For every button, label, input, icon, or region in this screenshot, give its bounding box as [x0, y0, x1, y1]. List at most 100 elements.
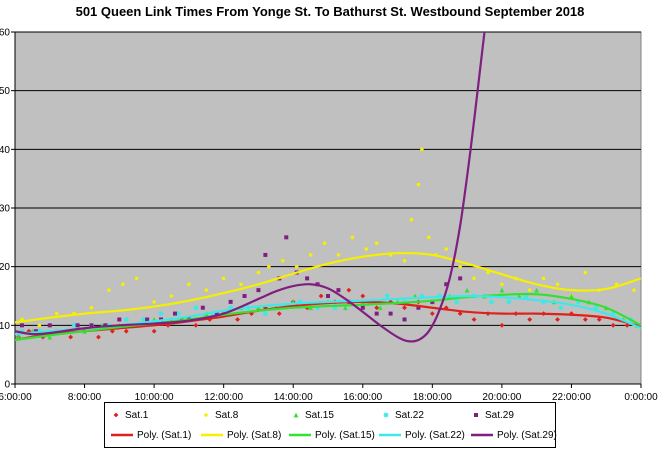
data-point — [402, 305, 407, 311]
data-point — [527, 317, 533, 322]
data-point — [458, 264, 462, 269]
data-point — [489, 299, 494, 305]
data-point — [420, 147, 424, 152]
x-tick-label: 10:00:00 — [135, 392, 174, 402]
data-point — [346, 287, 352, 293]
x-tick-label: 14:00:00 — [274, 392, 313, 402]
data-point — [145, 317, 150, 322]
legend-marker — [293, 412, 299, 418]
data-point — [107, 288, 111, 292]
data-point — [416, 305, 421, 310]
legend-label: Sat.15 — [305, 409, 334, 421]
data-point — [193, 305, 199, 311]
data-point — [228, 299, 233, 304]
data-point — [326, 294, 330, 298]
data-point — [318, 293, 324, 299]
legend-label: Sat.29 — [485, 409, 514, 421]
x-tick-label: 18:00:00 — [413, 392, 452, 402]
y-tick-label: 40 — [0, 145, 10, 156]
data-point — [534, 287, 540, 293]
data-point — [152, 300, 156, 304]
legend-item-sat-29: Sat.29 — [471, 405, 514, 425]
data-point — [402, 317, 407, 322]
legend-label: Poly. (Sat.1) — [137, 429, 192, 441]
data-point — [284, 235, 289, 240]
data-point — [305, 276, 310, 281]
data-point — [499, 287, 505, 293]
legend-key — [293, 412, 299, 418]
data-point — [527, 288, 532, 292]
data-point — [555, 282, 560, 287]
data-point — [267, 264, 271, 269]
data-point — [596, 317, 602, 322]
data-point — [123, 317, 129, 322]
legend-label: Poly. (Sat.15) — [315, 429, 375, 441]
data-point — [632, 288, 636, 292]
data-point — [75, 323, 80, 328]
data-point — [558, 305, 564, 311]
data-point — [204, 288, 209, 292]
data-point — [364, 247, 369, 251]
data-point — [134, 276, 139, 281]
data-point — [158, 311, 164, 316]
data-point — [193, 322, 199, 328]
data-point — [37, 323, 42, 328]
data-point — [444, 247, 449, 251]
data-point — [350, 235, 355, 240]
data-point — [19, 323, 24, 328]
data-point — [54, 311, 59, 316]
legend-key — [111, 433, 133, 437]
legend-item-poly-sat-15: Poly. (Sat.15) — [289, 425, 375, 445]
data-point — [96, 334, 101, 340]
legend-marker-row: Sat.1 Sat.8 Sat.15 Sat.22 Sat.29 — [105, 405, 555, 425]
data-point — [458, 276, 463, 281]
data-point — [569, 293, 574, 299]
data-point — [322, 241, 327, 245]
data-point — [409, 217, 414, 222]
data-point — [263, 311, 268, 316]
legend-label: Sat.8 — [215, 409, 239, 421]
data-point — [33, 329, 38, 334]
data-point — [263, 252, 268, 257]
data-point — [499, 322, 505, 328]
data-point — [256, 305, 261, 311]
legend-label: Poly. (Sat.8) — [227, 429, 282, 441]
legend-marker — [474, 413, 478, 417]
data-point — [47, 323, 52, 328]
legend-key — [113, 412, 119, 418]
y-tick-label: 50 — [0, 86, 10, 97]
legend-key — [379, 433, 401, 437]
x-tick-label: 6:00:00 — [0, 392, 32, 402]
data-point — [276, 311, 282, 316]
data-point — [583, 270, 588, 275]
legend-item-sat-22: Sat.22 — [381, 405, 424, 425]
y-tick-label: 10 — [0, 321, 10, 332]
data-point — [430, 299, 435, 304]
legend-label: Sat.22 — [395, 409, 424, 421]
data-point — [427, 235, 431, 240]
data-point — [239, 282, 243, 287]
y-tick-label: 30 — [0, 204, 10, 215]
trendline-poly-sat-15 — [15, 292, 641, 342]
chart-title: 501 Queen Link Times From Yonge St. To B… — [75, 4, 585, 19]
trendline-poly-sat-29 — [15, 31, 486, 343]
data-point — [280, 259, 285, 263]
legend-marker — [113, 412, 119, 418]
y-tick-label: 0 — [4, 380, 10, 391]
series-sat-8 — [20, 147, 636, 328]
x-tick-label: 12:00:00 — [204, 392, 243, 402]
legend-item-sat-15: Sat.15 — [291, 405, 334, 425]
legend-key — [383, 412, 389, 418]
data-point — [582, 317, 588, 322]
data-point — [360, 305, 365, 310]
data-point — [374, 241, 379, 245]
legend-label: Poly. (Sat.22) — [405, 429, 465, 441]
data-point — [541, 276, 546, 281]
legend-key — [471, 433, 493, 437]
data-point — [117, 317, 122, 322]
data-point — [308, 253, 313, 257]
data-point — [123, 328, 129, 334]
data-point — [402, 259, 407, 263]
data-point — [256, 270, 261, 275]
data-point — [89, 323, 94, 328]
